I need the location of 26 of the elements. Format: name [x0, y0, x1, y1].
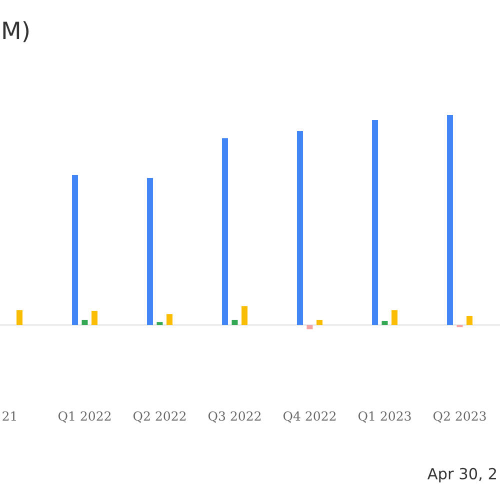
- bar: [82, 320, 88, 325]
- bar: [222, 138, 228, 325]
- x-tick-label: Q2 2023: [433, 411, 486, 423]
- bar: [156, 322, 163, 325]
- bar: [147, 178, 153, 325]
- bar: [392, 310, 398, 325]
- text: Apr 30, 2: [427, 468, 496, 482]
- bar: [72, 175, 78, 325]
- bar: [316, 320, 322, 325]
- x-tick-label: Q3 2022: [208, 411, 261, 423]
- bar: [242, 306, 248, 325]
- x-tick-label: Q1 2022: [58, 411, 111, 423]
- bar: [297, 130, 303, 325]
- bar: [92, 310, 98, 325]
- bar: [466, 316, 472, 325]
- x-tick-label: Q1 2023: [358, 411, 411, 423]
- x-tick-label: Q2 2022: [133, 411, 186, 423]
- chart-title: M): [3, 21, 29, 42]
- bar: [447, 115, 453, 325]
- bar: [166, 314, 172, 325]
- x-tick-label: Q4 2022: [283, 411, 336, 423]
- bar: [382, 321, 388, 325]
- bar: [232, 320, 238, 325]
- x-tick-label: 21: [2, 411, 16, 421]
- bar: [372, 120, 378, 325]
- bar: [16, 310, 22, 325]
